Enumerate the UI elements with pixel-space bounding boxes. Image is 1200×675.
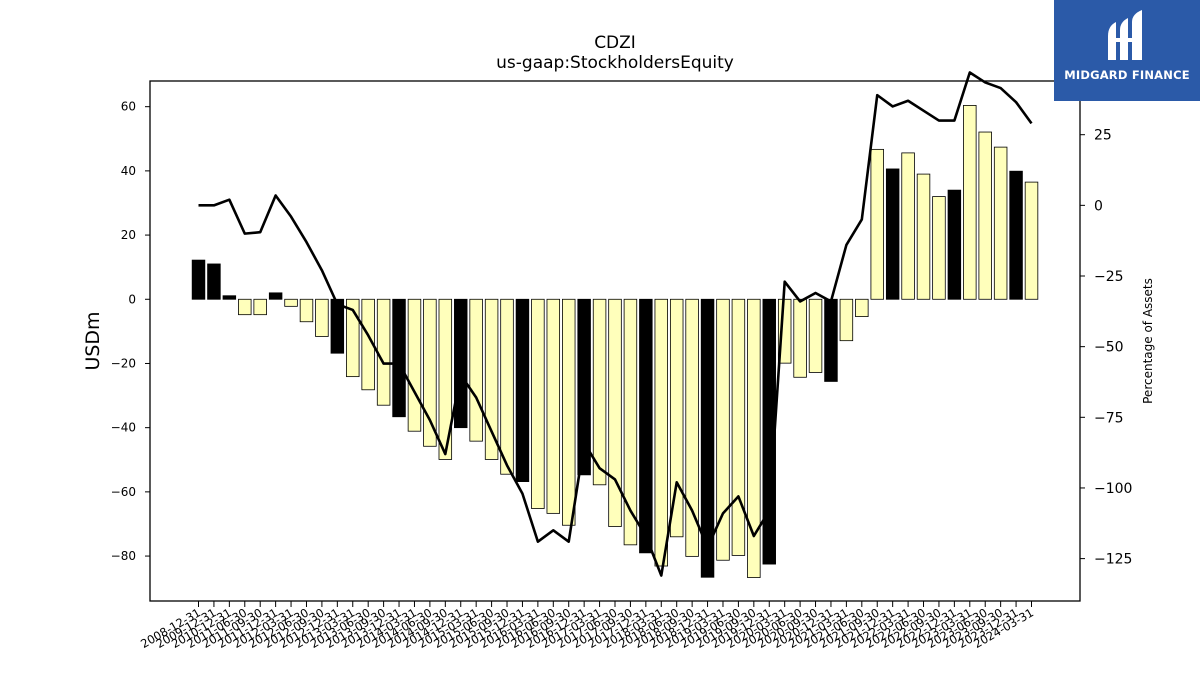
y2-tick-label: 25 — [1094, 128, 1112, 144]
y-tick-label: −40 — [111, 421, 136, 435]
bar — [284, 298, 298, 307]
bar — [268, 292, 283, 300]
bar — [901, 152, 915, 300]
bar — [685, 298, 699, 557]
series-line-percentage-of-assets — [198, 71, 1033, 577]
bar — [515, 298, 530, 482]
bar — [639, 298, 653, 554]
bar — [824, 298, 838, 382]
y-tick-label: 60 — [121, 100, 136, 114]
bar — [438, 298, 453, 460]
bar — [392, 298, 406, 418]
y2-tick-label: 0 — [1094, 198, 1103, 214]
bar — [454, 298, 468, 429]
bar — [376, 298, 391, 406]
logo: MIDGARD FINANCE — [1054, 0, 1200, 101]
bar — [855, 298, 869, 317]
bar — [731, 298, 746, 556]
bar — [238, 298, 252, 316]
logo-text: MIDGARD FINANCE — [1064, 68, 1190, 82]
bar — [963, 105, 977, 300]
bar — [916, 173, 931, 300]
y-tick-label: −60 — [111, 485, 136, 499]
bar — [253, 298, 267, 316]
bar — [808, 298, 823, 373]
y2-tick-label: −100 — [1094, 481, 1132, 497]
bar — [484, 298, 499, 460]
bar — [978, 131, 992, 300]
y-tick-label: −80 — [111, 549, 136, 563]
bar — [932, 196, 946, 300]
bar — [608, 298, 622, 527]
bar — [623, 298, 638, 546]
y-tick-label: −20 — [111, 356, 136, 370]
bar — [793, 298, 807, 378]
y-tick-label: 20 — [121, 228, 136, 242]
bar — [700, 298, 715, 578]
y2-tick-label: −125 — [1094, 552, 1132, 568]
bar — [1024, 181, 1039, 300]
y-axis-label: USDm — [82, 311, 104, 370]
bar — [222, 295, 237, 300]
midgard-logo-icon — [1108, 10, 1142, 60]
bar — [747, 298, 761, 578]
bar — [577, 298, 591, 476]
bar — [346, 298, 360, 378]
chart-title: CDZI — [594, 33, 636, 53]
bar — [191, 259, 206, 300]
bar — [546, 298, 561, 514]
bar — [592, 298, 607, 486]
bar — [315, 298, 329, 337]
bar — [870, 148, 884, 300]
chart-subtitle: us-gaap:StockholdersEquity — [496, 53, 734, 73]
bar — [993, 146, 1008, 300]
bar — [654, 298, 669, 567]
bar — [885, 168, 900, 300]
y2-tick-label: −75 — [1094, 410, 1124, 426]
bar — [500, 298, 514, 475]
bar — [1009, 170, 1023, 300]
bar — [423, 298, 437, 447]
y-tick-label: 40 — [121, 164, 136, 178]
bar — [469, 298, 483, 442]
bar — [531, 298, 545, 509]
bar — [207, 263, 221, 300]
bar — [562, 298, 576, 526]
bar — [839, 298, 854, 342]
bar — [299, 298, 314, 323]
bar — [716, 298, 730, 561]
y2-tick-label: −25 — [1094, 269, 1124, 285]
bar — [330, 298, 345, 354]
bar — [407, 298, 422, 432]
bar — [669, 298, 684, 538]
y2-axis-label: Percentage of Assets — [1141, 278, 1155, 404]
y2-tick-label: −50 — [1094, 340, 1124, 356]
y-tick-label: 0 — [128, 292, 136, 306]
bar — [947, 189, 962, 300]
